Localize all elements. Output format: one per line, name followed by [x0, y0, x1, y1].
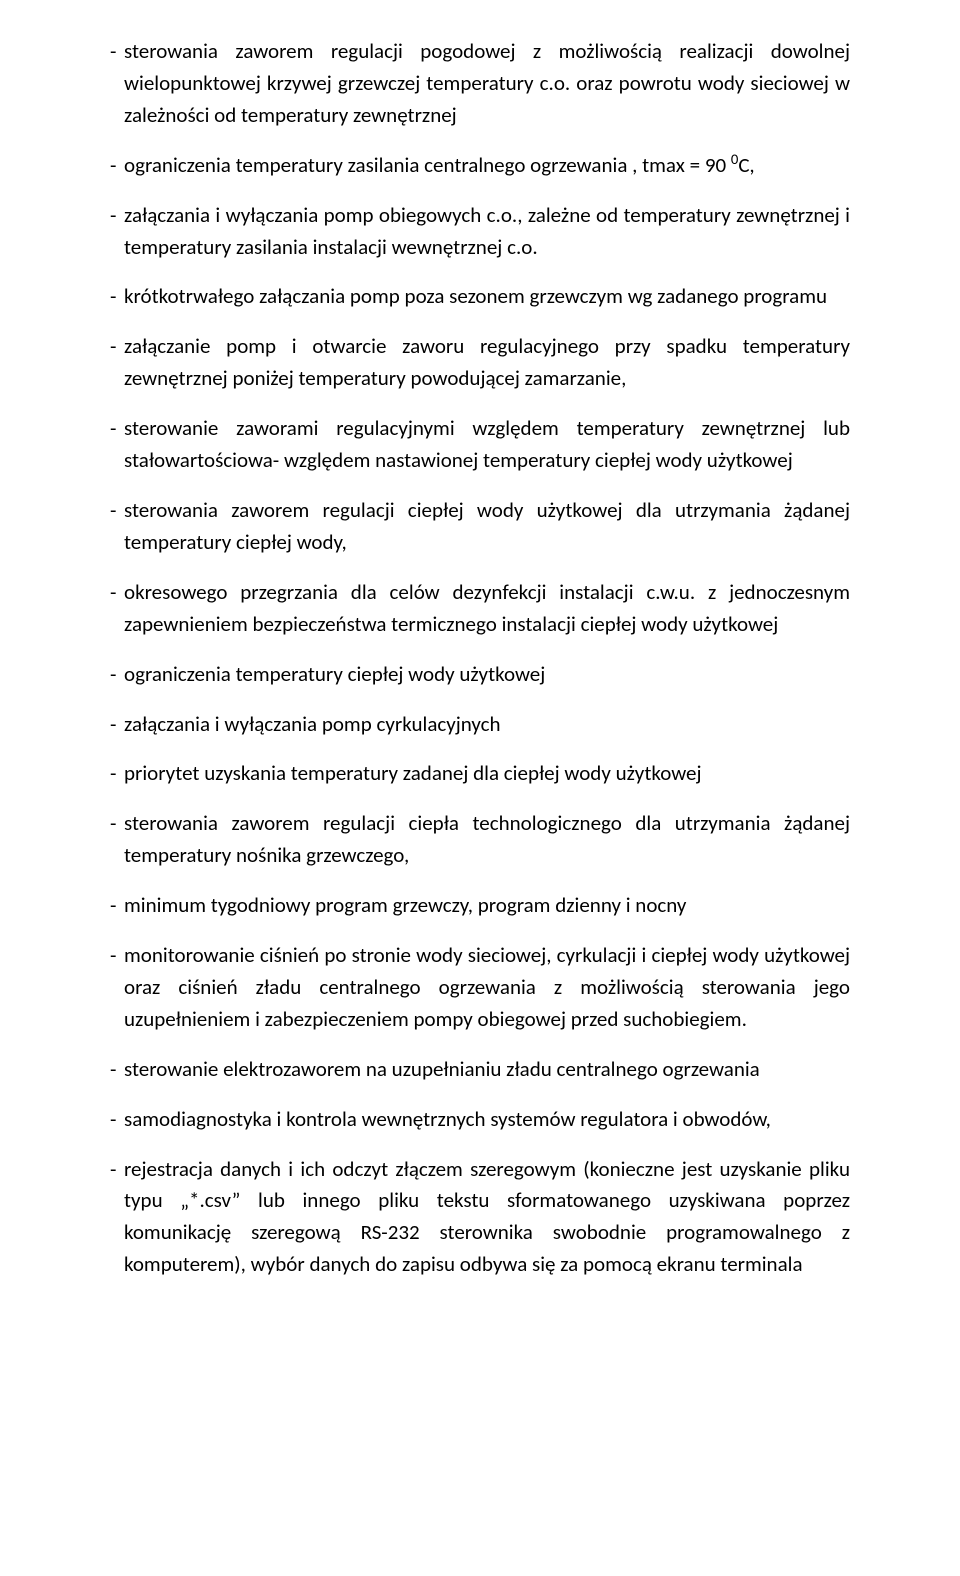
- document-page: - sterowania zaworem regulacji pogodowej…: [0, 0, 960, 1576]
- dash-marker: -: [110, 709, 116, 741]
- dash-marker: -: [110, 281, 116, 313]
- list-item-text: okresowego przegrzania dla celów dezynfe…: [124, 577, 850, 641]
- list-item: - ograniczenia temperatury zasilania cen…: [110, 150, 850, 182]
- dash-marker: -: [110, 758, 116, 790]
- list-item-text: samodiagnostyka i kontrola wewnętrznych …: [124, 1104, 850, 1136]
- list-item: - sterowania zaworem regulacji pogodowej…: [110, 36, 850, 132]
- list-item: - rejestracja danych i ich odczyt złącze…: [110, 1154, 850, 1282]
- list-item: - okresowego przegrzania dla celów dezyn…: [110, 577, 850, 641]
- dash-marker: -: [110, 1104, 116, 1136]
- list-item-text: sterowanie elektrozaworem na uzupełniani…: [124, 1054, 850, 1086]
- list-item-text: sterowania zaworem regulacji pogodowej z…: [124, 36, 850, 132]
- dash-marker: -: [110, 200, 116, 232]
- list-item-text: priorytet uzyskania temperatury zadanej …: [124, 758, 850, 790]
- list-item: - sterowanie elektrozaworem na uzupełnia…: [110, 1054, 850, 1086]
- dash-marker: -: [110, 331, 116, 363]
- list-item-text: minimum tygodniowy program grzewczy, pro…: [124, 890, 850, 922]
- list-item: - sterowania zaworem regulacji ciepłej w…: [110, 495, 850, 559]
- list-item: - załączania i wyłączania pomp obiegowyc…: [110, 200, 850, 264]
- list-item: - sterowanie zaworami regulacyjnymi wzgl…: [110, 413, 850, 477]
- list-item: - ograniczenia temperatury ciepłej wody …: [110, 659, 850, 691]
- dash-marker: -: [110, 1054, 116, 1086]
- dash-marker: -: [110, 577, 116, 609]
- list-item: - minimum tygodniowy program grzewczy, p…: [110, 890, 850, 922]
- dash-marker: -: [110, 890, 116, 922]
- list-item-text: załączania i wyłączania pomp cyrkulacyjn…: [124, 709, 850, 741]
- list-item-suffix: C,: [738, 152, 754, 178]
- list-item: - krótkotrwałego załączania pomp poza se…: [110, 281, 850, 313]
- dash-marker: -: [110, 150, 116, 182]
- list-item-text: sterowania zaworem regulacji ciepła tech…: [124, 808, 850, 872]
- list-item-text: sterowanie zaworami regulacyjnymi względ…: [124, 413, 850, 477]
- dash-marker: -: [110, 495, 116, 527]
- list-item: - sterowania zaworem regulacji ciepła te…: [110, 808, 850, 872]
- bullet-list: - sterowania zaworem regulacji pogodowej…: [110, 36, 850, 1281]
- list-item-text: załączania i wyłączania pomp obiegowych …: [124, 200, 850, 264]
- list-item-text: monitorowanie ciśnień po stronie wody si…: [124, 940, 850, 1036]
- dash-marker: -: [110, 413, 116, 445]
- dash-marker: -: [110, 808, 116, 840]
- list-item: - załączanie pomp i otwarcie zaworu regu…: [110, 331, 850, 395]
- list-item-text: sterowania zaworem regulacji ciepłej wod…: [124, 495, 850, 559]
- list-item-text: załączanie pomp i otwarcie zaworu regula…: [124, 331, 850, 395]
- list-item-text: ograniczenia temperatury ciepłej wody uż…: [124, 659, 850, 691]
- list-item-text: ograniczenia temperatury zasilania centr…: [124, 150, 850, 182]
- list-item: - monitorowanie ciśnień po stronie wody …: [110, 940, 850, 1036]
- dash-marker: -: [110, 659, 116, 691]
- dash-marker: -: [110, 1154, 116, 1186]
- list-item: - samodiagnostyka i kontrola wewnętrznyc…: [110, 1104, 850, 1136]
- dash-marker: -: [110, 36, 116, 68]
- list-item-text: rejestracja danych i ich odczyt złączem …: [124, 1154, 850, 1282]
- list-item-text: krótkotrwałego załączania pomp poza sezo…: [124, 281, 850, 313]
- list-item: - załączania i wyłączania pomp cyrkulacy…: [110, 709, 850, 741]
- list-item: - priorytet uzyskania temperatury zadane…: [110, 758, 850, 790]
- dash-marker: -: [110, 940, 116, 972]
